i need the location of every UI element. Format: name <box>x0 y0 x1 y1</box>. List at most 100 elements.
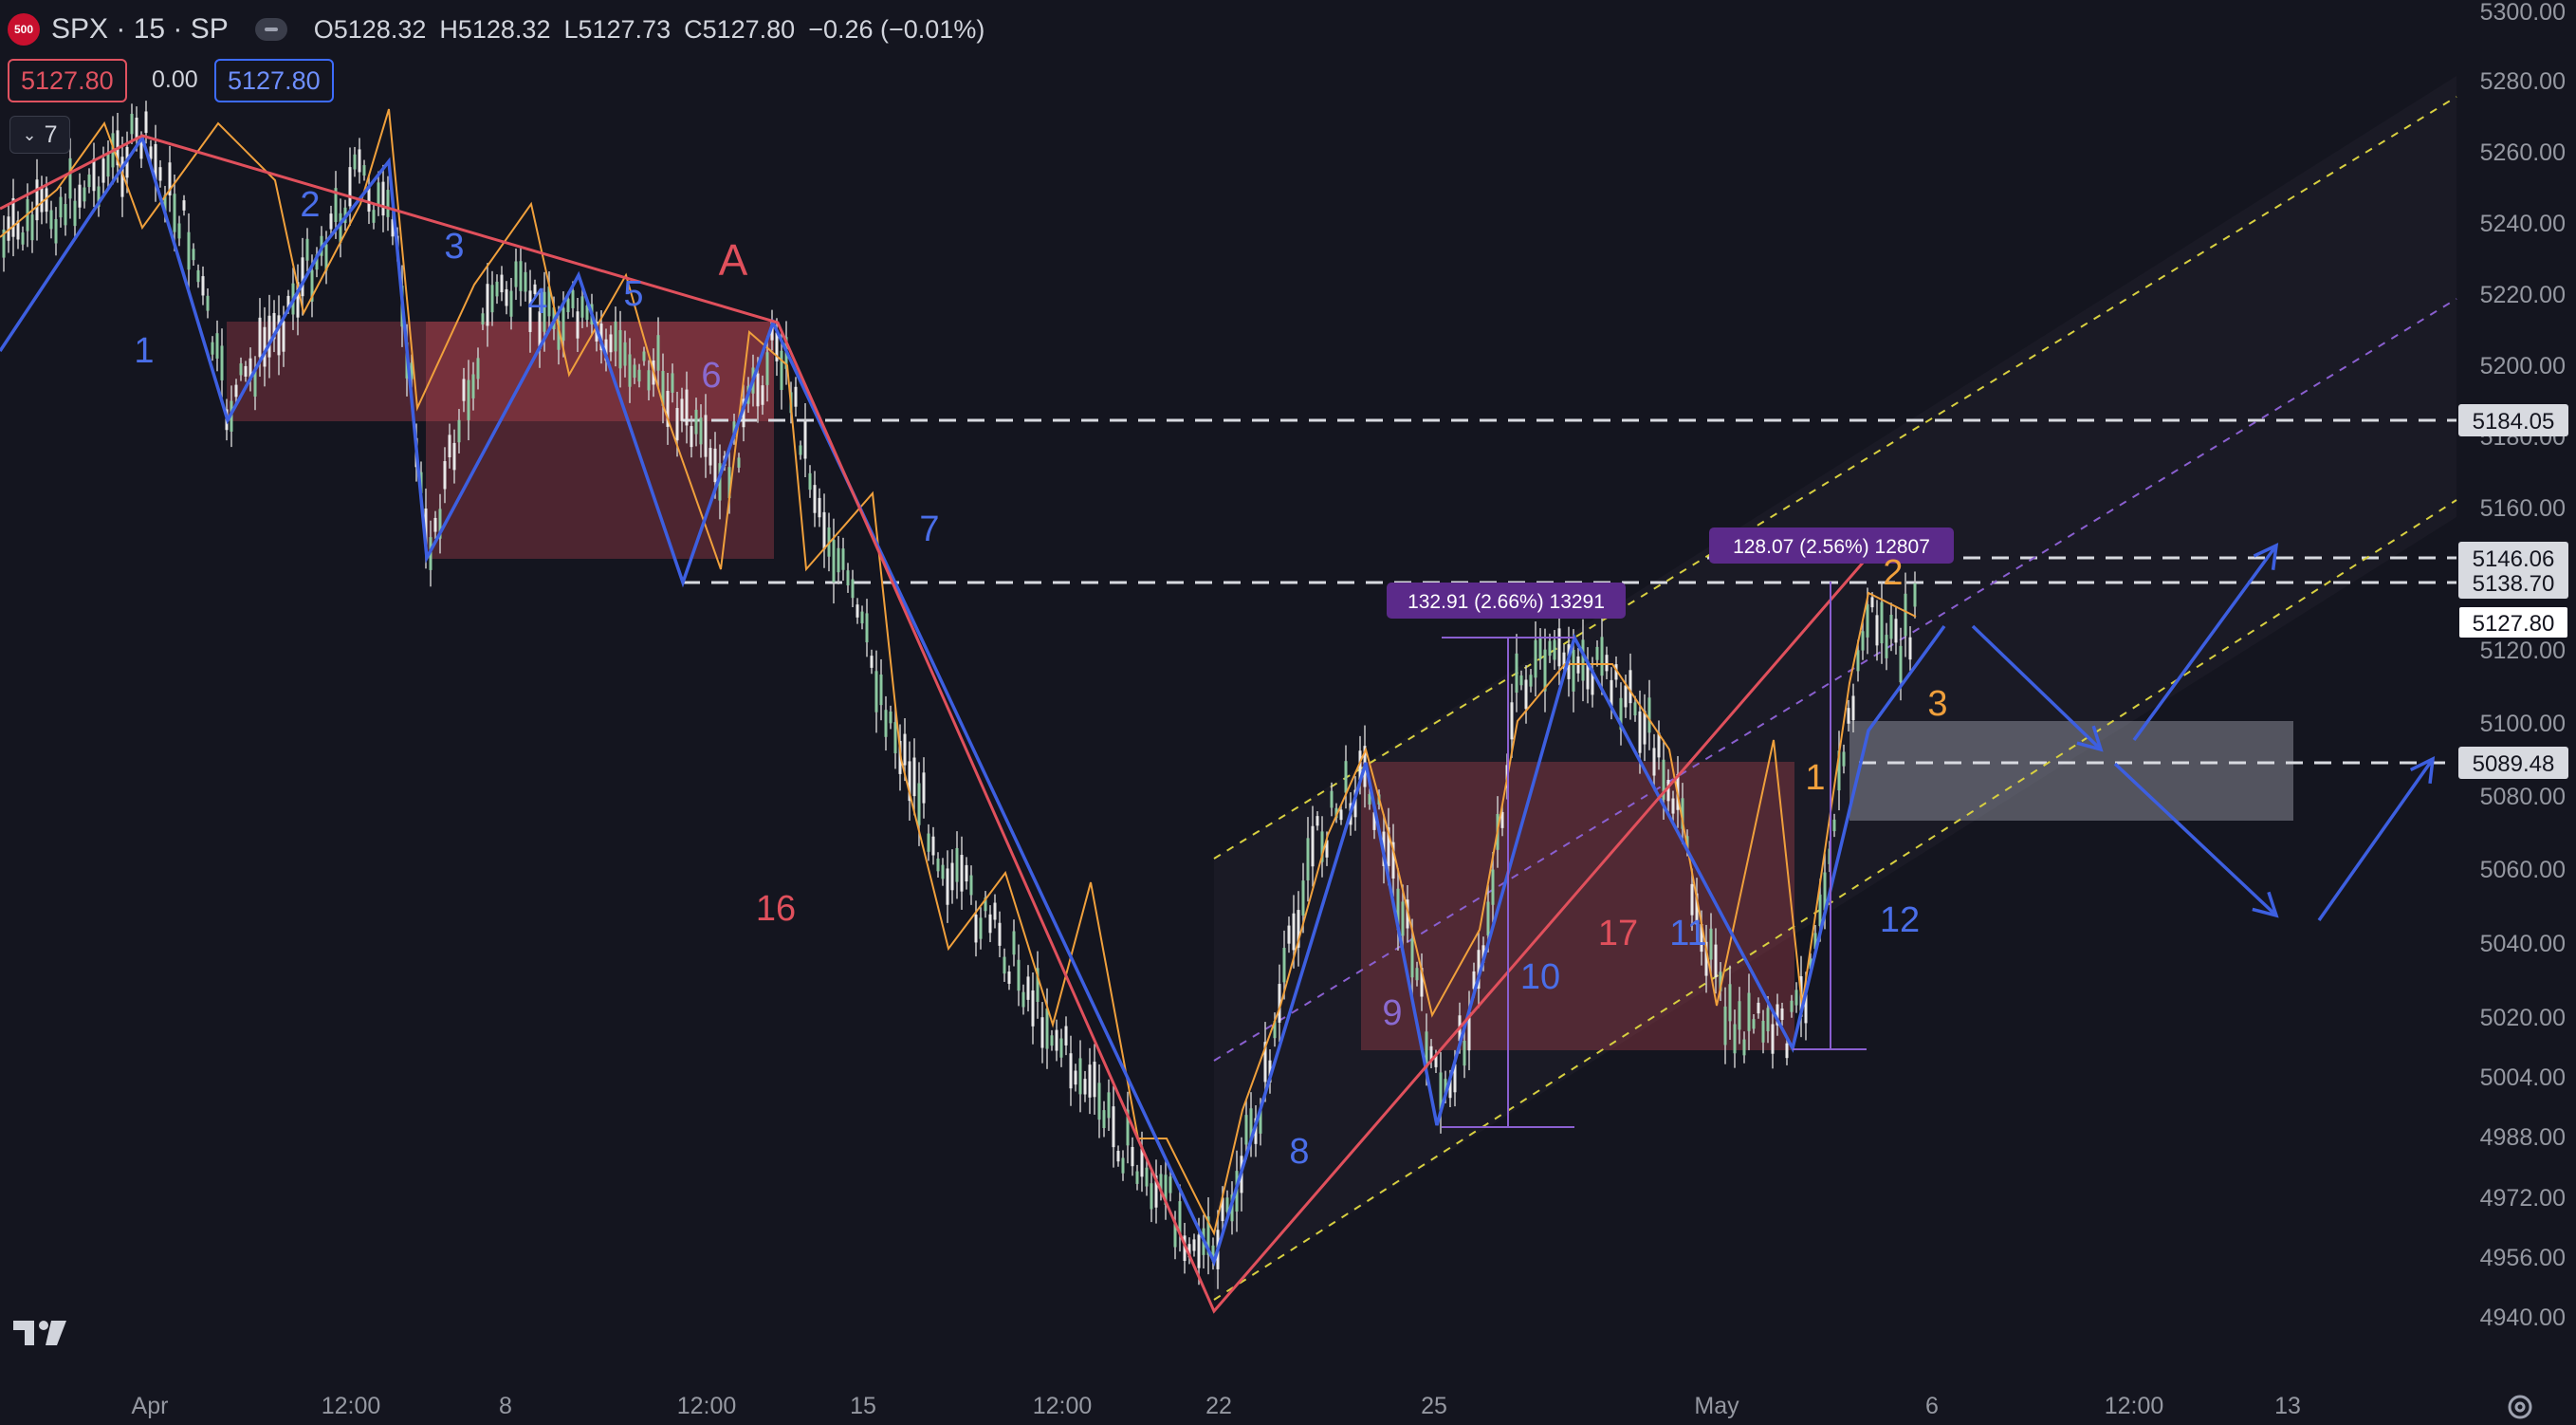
wave-label: 1 <box>1805 758 1825 798</box>
projection-arrow[interactable] <box>2113 762 2278 917</box>
price-level-label-box[interactable] <box>2457 605 2569 639</box>
arrow-head <box>2253 543 2279 571</box>
price-tick-label: 5060.00 <box>2480 857 2566 883</box>
measure-label-text: 132.91 (2.66%) 13291 <box>1408 591 1605 613</box>
channel-mid-line[interactable] <box>1213 298 2457 1062</box>
channel-fill <box>1214 76 2456 1300</box>
price-axis[interactable] <box>2456 0 2576 1425</box>
price-level-label: 5184.05 <box>2473 409 2555 435</box>
high-value: H5128.32 <box>439 14 551 44</box>
measure-label-box[interactable] <box>1709 527 1954 564</box>
wave-label: A <box>719 235 748 285</box>
price-tick-label: 5040.00 <box>2480 931 2566 957</box>
wave-label: 16 <box>756 889 796 929</box>
symbol-header: 500 SPX · 15 · SP O5128.32 H5128.32 L512… <box>8 8 984 51</box>
blue-wave-line[interactable] <box>0 133 1946 1267</box>
indicators-toggle-button[interactable]: ⌄ 7 <box>9 116 70 154</box>
price-tick-label: 5080.00 <box>2480 784 2566 810</box>
time-tick-label: 13 <box>2274 1393 2301 1419</box>
price-tick-label: 5300.00 <box>2480 0 2566 26</box>
gear-icon[interactable] <box>2504 1391 2536 1423</box>
candlestick-series[interactable] <box>2 101 1917 1289</box>
time-tick-label: 8 <box>499 1393 512 1419</box>
price-tick-label: 5160.00 <box>2480 495 2566 522</box>
low-value: L5127.73 <box>563 14 672 44</box>
wave-label: 11 <box>1669 914 1706 953</box>
channel-upper-line[interactable] <box>1213 96 2457 860</box>
arrow-head <box>2076 725 2104 752</box>
price-tick-label: 5200.00 <box>2480 353 2566 379</box>
price-level-label-box[interactable] <box>2458 566 2568 599</box>
price-level-label-box[interactable] <box>2458 404 2568 436</box>
price-tick-label: 5020.00 <box>2480 1005 2566 1031</box>
arrow-head <box>2252 891 2279 918</box>
spread-value: 0.00 <box>152 66 198 93</box>
price-tick-label: 4988.00 <box>2480 1124 2566 1151</box>
price-tick-label: 5260.00 <box>2480 139 2566 166</box>
wave-label: 2 <box>300 185 320 225</box>
indicators-count: 7 <box>44 120 58 148</box>
wave-label: 4 <box>527 282 547 322</box>
target-zone-rectangle[interactable] <box>1849 721 2293 821</box>
wave-label: 7 <box>919 509 939 549</box>
price-level-label: 5138.70 <box>2473 571 2555 597</box>
sell-price-button[interactable]: 5127.80 <box>8 59 127 102</box>
wave-label: 1 <box>134 331 154 371</box>
price-level-label: 5089.48 <box>2473 751 2555 777</box>
price-tick-label: 4972.00 <box>2480 1185 2566 1212</box>
wave-label: 3 <box>444 227 464 267</box>
price-tick-label: 5100.00 <box>2480 711 2566 737</box>
price-level-label: 5127.80 <box>2473 611 2555 637</box>
wave-label: 10 <box>1520 957 1560 997</box>
time-tick-label: 12:00 <box>2105 1393 2164 1419</box>
price-tick-label: 5220.00 <box>2480 282 2566 308</box>
market-status-icon[interactable] <box>254 18 287 41</box>
time-tick-label: 25 <box>1421 1393 1447 1419</box>
channel-lower-line[interactable] <box>1213 499 2457 1301</box>
price-level-label-box[interactable] <box>2458 747 2568 779</box>
price-tick-label: 5240.00 <box>2480 211 2566 237</box>
time-tick-label: 12:00 <box>677 1393 737 1419</box>
wave-label: 12 <box>1880 900 1920 940</box>
time-tick-label: 12:00 <box>322 1393 381 1419</box>
measure-label-box[interactable] <box>1387 583 1626 619</box>
change-value: −0.26 (−0.01%) <box>808 14 985 44</box>
wave-label: 3 <box>1927 684 1947 724</box>
projection-arrow[interactable] <box>2132 544 2278 742</box>
arrow-head <box>2409 756 2436 785</box>
wave-label: 6 <box>701 356 721 396</box>
measure-label-text: 128.07 (2.56%) 12807 <box>1733 536 1930 558</box>
time-tick-label: 22 <box>1205 1393 1232 1419</box>
open-value: O5128.32 <box>313 14 427 44</box>
tradingview-logo-icon[interactable] <box>13 1317 74 1347</box>
price-level-label-box[interactable] <box>2458 542 2568 574</box>
time-tick-label: 12:00 <box>1033 1393 1093 1419</box>
sp500-badge-icon[interactable]: 500 <box>8 13 40 46</box>
projection-arrow[interactable] <box>1971 624 2103 751</box>
red-wave-line[interactable] <box>0 134 1866 1314</box>
orange-zigzag-line[interactable] <box>0 108 1917 1236</box>
time-axis[interactable] <box>0 1376 2456 1425</box>
time-tick-label: Apr <box>132 1393 169 1419</box>
time-tick-label: May <box>1694 1393 1739 1419</box>
wave-label: 8 <box>1289 1132 1309 1172</box>
price-tick-label: 4956.00 <box>2480 1245 2566 1271</box>
price-tick-label: 5280.00 <box>2480 68 2566 95</box>
price-tick-label: 5120.00 <box>2480 638 2566 664</box>
price-tick-label: 5004.00 <box>2480 1064 2566 1091</box>
ohlc-values: O5128.32 H5128.32 L5127.73 C5127.80 −0.2… <box>314 15 985 45</box>
time-tick-label: 6 <box>1925 1393 1939 1419</box>
symbol-title[interactable]: SPX · 15 · SP <box>51 13 229 45</box>
buy-price-button[interactable]: 5127.80 <box>214 59 334 102</box>
time-tick-label: 15 <box>850 1393 876 1419</box>
zone-rectangle[interactable] <box>1361 762 1794 1050</box>
chevron-down-icon: ⌄ <box>22 124 37 144</box>
wave-label: 9 <box>1382 993 1402 1033</box>
wave-label: 2 <box>1883 553 1903 593</box>
wave-label: 17 <box>1598 914 1638 953</box>
projection-arrow[interactable] <box>2317 757 2435 922</box>
wave-label: 5 <box>623 274 643 314</box>
price-tick-label: 4940.00 <box>2480 1305 2566 1331</box>
close-value: C5127.80 <box>684 14 796 44</box>
